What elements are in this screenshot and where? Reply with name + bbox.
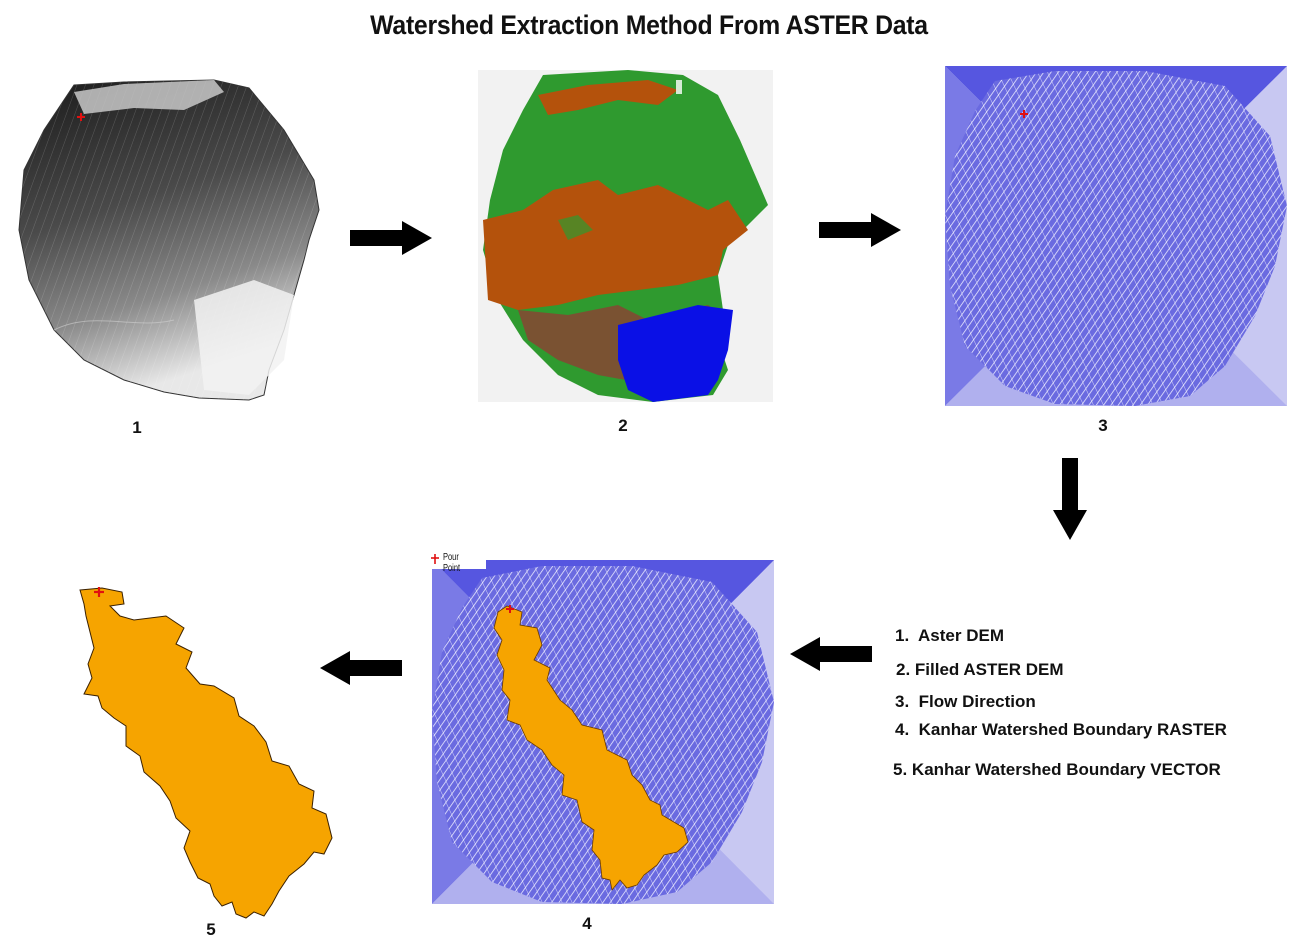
pour-point-legend: Pour Point [424, 547, 486, 574]
panel-number-3: 3 [1098, 416, 1108, 435]
pour-point-icon [431, 554, 439, 564]
panel-flow-direction [945, 66, 1287, 406]
arrow-left-icon [320, 651, 402, 685]
pour-point-icon [1020, 110, 1028, 118]
legend-item: 4. Kanhar Watershed Boundary RASTER [895, 720, 1227, 739]
panel-number-2: 2 [618, 416, 628, 435]
legend-item: 1. Aster DEM [895, 626, 1004, 645]
watershed-raster-image [432, 560, 774, 904]
pour-point-icon [94, 587, 104, 597]
filled-dem-image [478, 70, 773, 402]
panel-number-4: 4 [582, 914, 592, 933]
panel-number-1: 1 [132, 418, 142, 437]
pour-point-icon [506, 605, 514, 613]
pour-point-label: Pour Point [443, 552, 461, 574]
panel-watershed-vector [74, 586, 338, 920]
panel-watershed-raster [432, 560, 774, 904]
arrow-right-icon [350, 221, 432, 255]
watershed-vector-image [79, 587, 333, 919]
legend-item: 5. Kanhar Watershed Boundary VECTOR [893, 760, 1221, 779]
legend-item: 3. Flow Direction [895, 692, 1036, 711]
arrow-right-icon [819, 213, 901, 247]
aster-dem-image [18, 79, 320, 401]
panel-number-5: 5 [206, 920, 216, 939]
arrow-down-icon [1053, 458, 1087, 540]
arrow-left-icon [790, 637, 872, 671]
flow-direction-image [945, 66, 1287, 406]
diagram-title: Watershed Extraction Method From ASTER D… [370, 10, 928, 40]
pour-point-icon [77, 113, 85, 121]
panel-filled-dem [478, 70, 773, 402]
panel-aster-dem [14, 70, 326, 402]
legend-item: 2. Filled ASTER DEM [896, 660, 1064, 679]
